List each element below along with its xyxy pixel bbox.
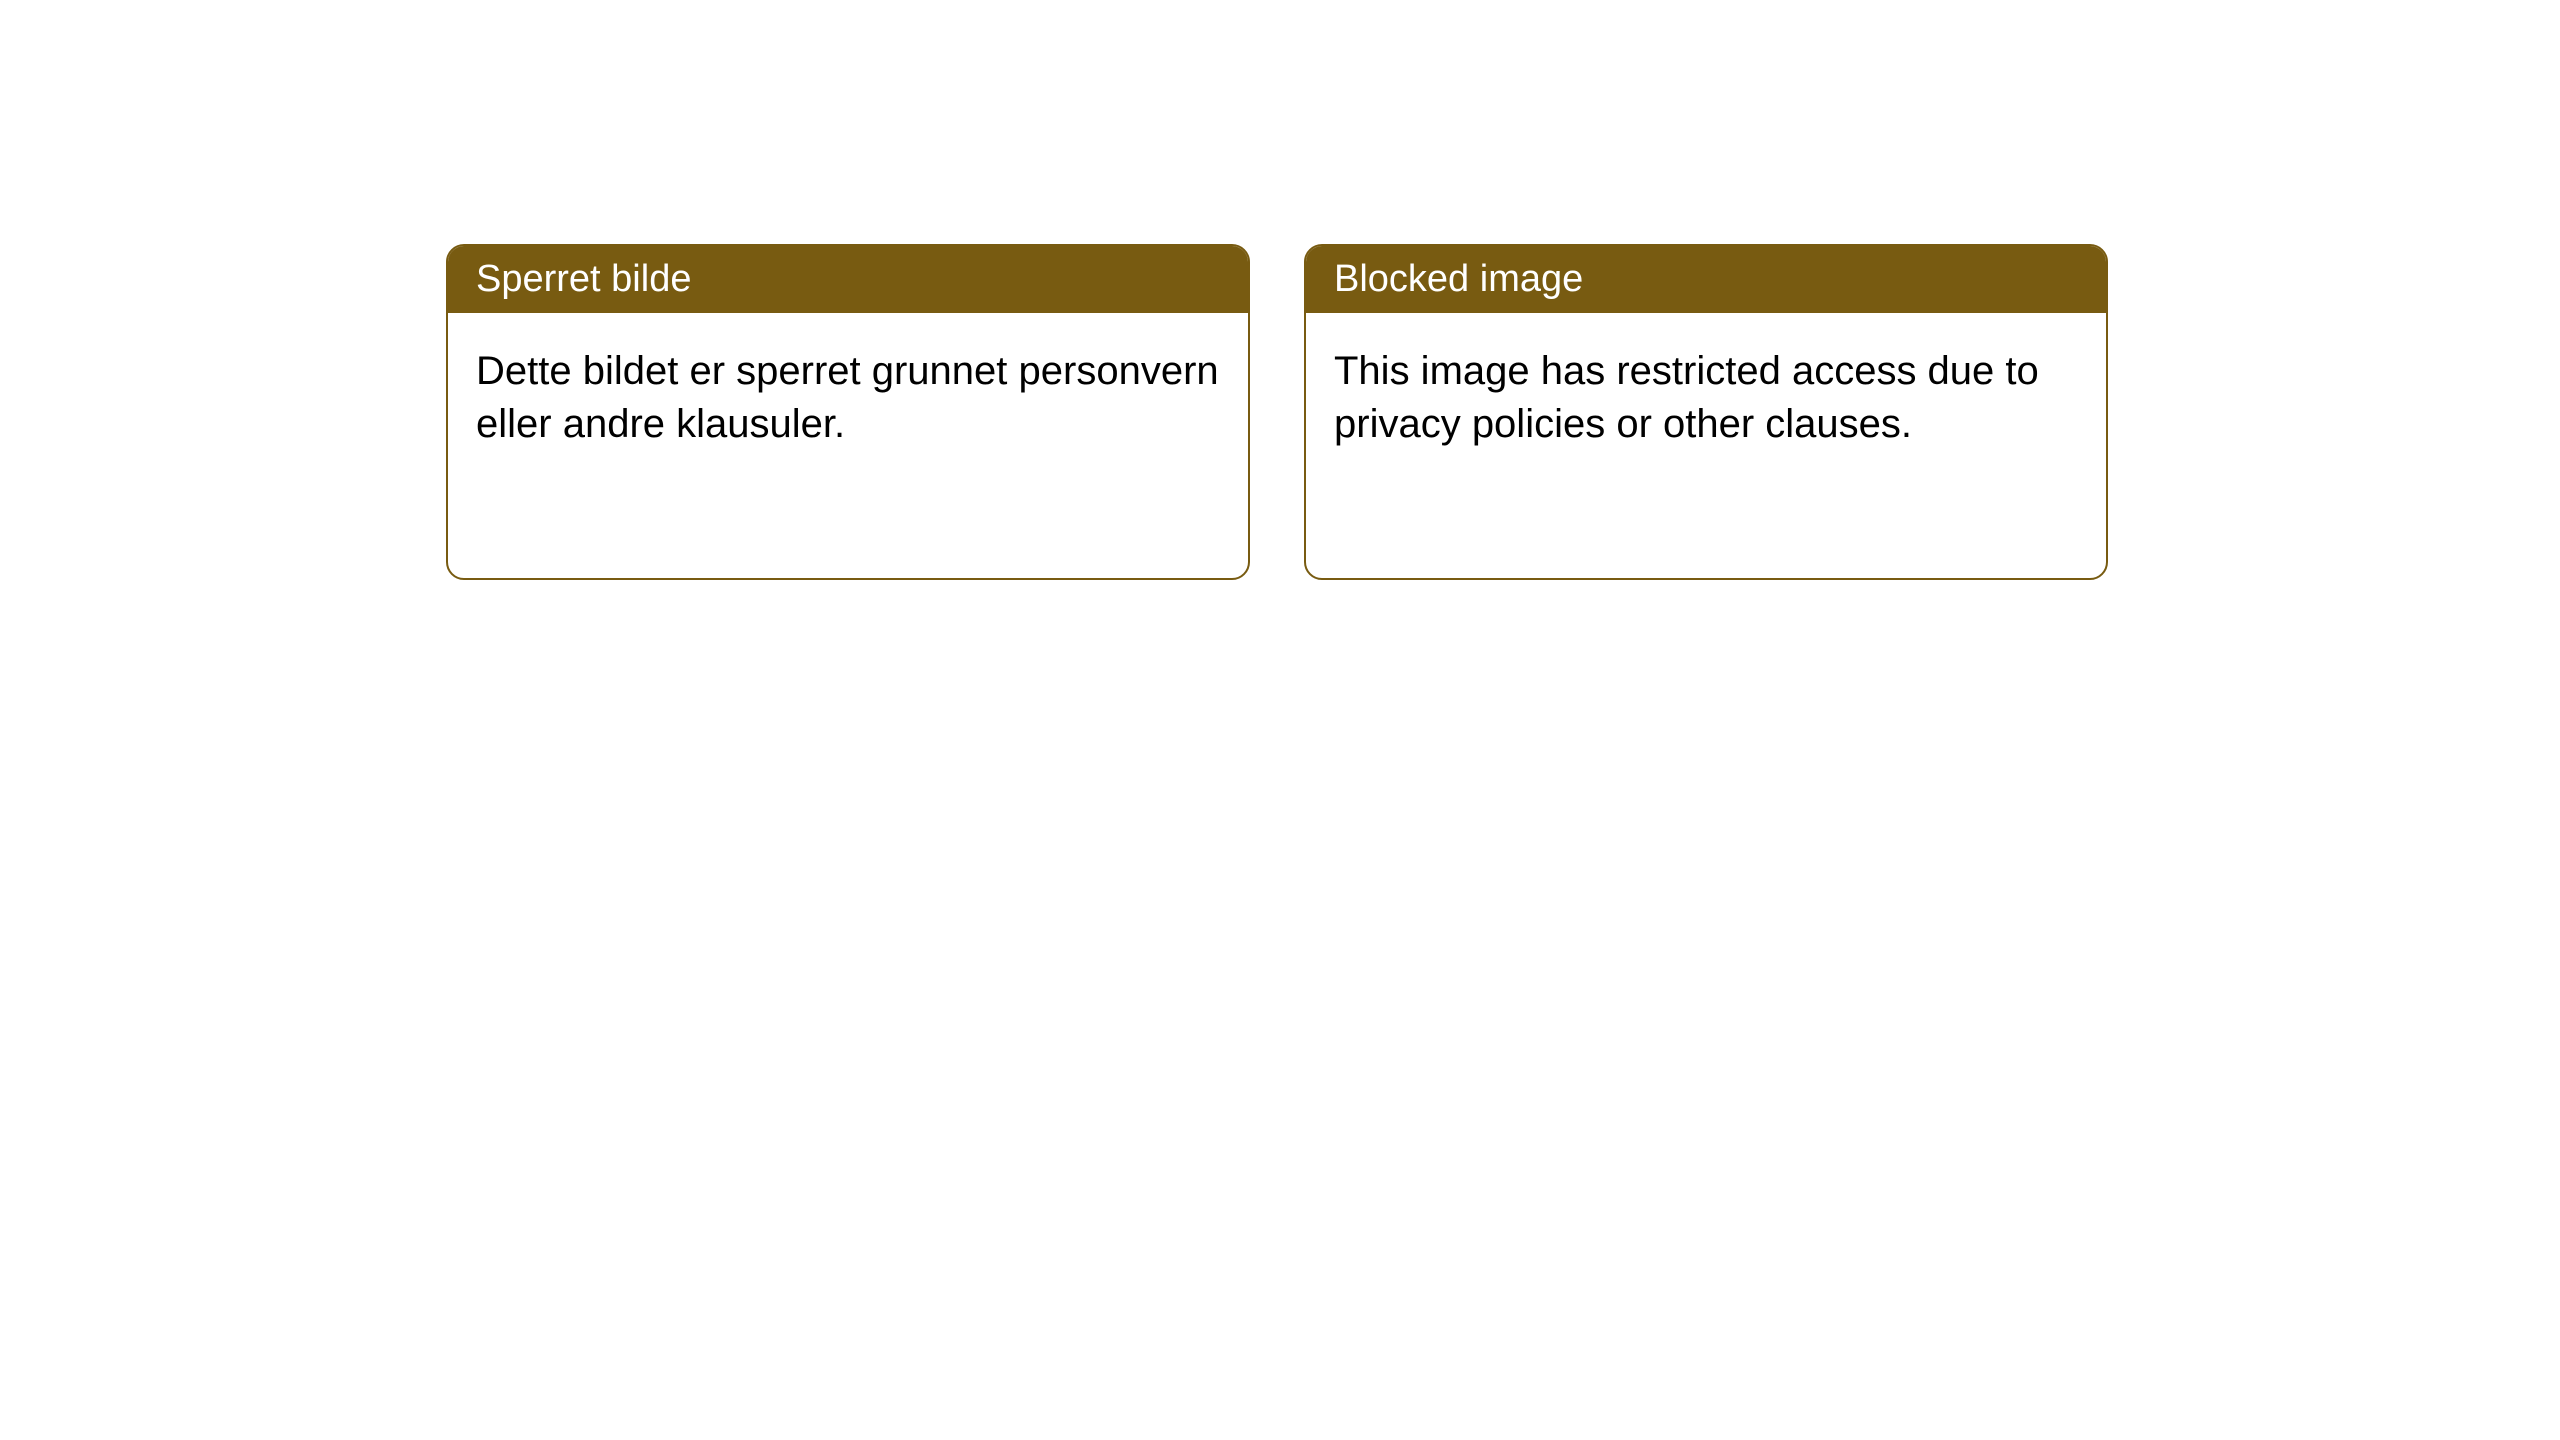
card-title: Blocked image — [1334, 258, 1583, 300]
card-title: Sperret bilde — [476, 258, 691, 300]
card-body: Dette bildet er sperret grunnet personve… — [448, 313, 1248, 580]
card-body: This image has restricted access due to … — [1306, 313, 2106, 580]
notice-container: Sperret bilde Dette bildet er sperret gr… — [0, 0, 2560, 580]
blocked-image-card-en: Blocked image This image has restricted … — [1304, 244, 2108, 580]
blocked-image-card-no: Sperret bilde Dette bildet er sperret gr… — [446, 244, 1250, 580]
card-body-text: This image has restricted access due to … — [1334, 349, 2039, 446]
card-body-text: Dette bildet er sperret grunnet personve… — [476, 349, 1219, 446]
card-header: Sperret bilde — [448, 246, 1248, 313]
card-header: Blocked image — [1306, 246, 2106, 313]
